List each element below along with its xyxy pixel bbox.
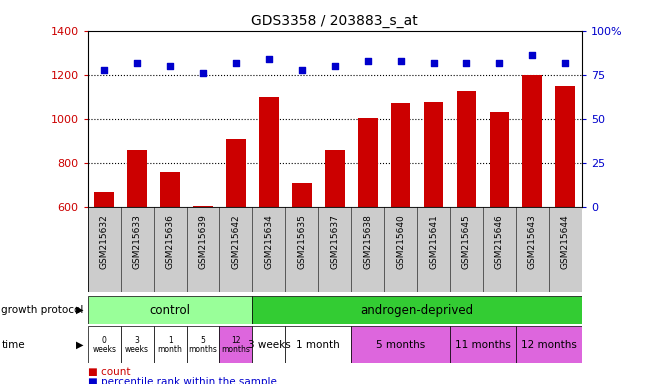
Bar — [220, 326, 252, 363]
Bar — [358, 118, 378, 207]
Text: GSM215637: GSM215637 — [330, 214, 339, 269]
Text: GSM215638: GSM215638 — [363, 214, 372, 269]
Bar — [555, 86, 575, 207]
Point — [560, 60, 571, 66]
Text: GSM215636: GSM215636 — [166, 214, 175, 269]
Bar — [88, 326, 121, 363]
Bar — [252, 326, 285, 363]
Text: androgen-deprived: androgen-deprived — [361, 304, 474, 316]
Text: 3 weeks: 3 weeks — [248, 339, 291, 350]
Bar — [160, 172, 180, 207]
Point — [330, 63, 340, 69]
Bar — [193, 205, 213, 207]
Text: GSM215644: GSM215644 — [561, 214, 570, 269]
Text: 1
month: 1 month — [158, 336, 183, 354]
Text: GSM215640: GSM215640 — [396, 214, 405, 269]
Point — [132, 60, 142, 66]
Text: GSM215645: GSM215645 — [462, 214, 471, 269]
Bar — [94, 192, 114, 207]
Bar — [325, 150, 344, 207]
Text: GSM215633: GSM215633 — [133, 214, 142, 269]
Text: GSM215634: GSM215634 — [265, 214, 274, 269]
Point — [264, 56, 274, 62]
Bar — [523, 75, 542, 207]
Text: 5
months: 5 months — [188, 336, 218, 354]
Text: GSM215632: GSM215632 — [99, 214, 109, 269]
Bar — [88, 207, 582, 292]
Text: control: control — [150, 304, 190, 316]
Text: GSM215642: GSM215642 — [231, 214, 240, 269]
Text: ▶: ▶ — [76, 305, 84, 315]
Bar — [450, 326, 516, 363]
Text: GSM215646: GSM215646 — [495, 214, 504, 269]
Text: ▶: ▶ — [76, 339, 84, 350]
Bar — [121, 326, 153, 363]
Bar — [456, 91, 476, 207]
Bar — [187, 326, 220, 363]
Bar — [226, 139, 246, 207]
Bar — [127, 149, 147, 207]
Point — [395, 58, 406, 64]
Point — [198, 70, 208, 76]
Bar — [489, 113, 510, 207]
Bar — [292, 183, 312, 207]
Text: ■ percentile rank within the sample: ■ percentile rank within the sample — [88, 377, 277, 384]
Point — [99, 66, 109, 73]
Text: 11 months: 11 months — [455, 339, 511, 350]
Bar — [424, 103, 443, 207]
Text: 12 months: 12 months — [521, 339, 577, 350]
Point — [462, 60, 472, 66]
Text: 12
months: 12 months — [222, 336, 250, 354]
Bar — [351, 326, 450, 363]
Point — [363, 58, 373, 64]
Text: 5 months: 5 months — [376, 339, 425, 350]
Text: GSM215635: GSM215635 — [297, 214, 306, 269]
Point — [231, 60, 241, 66]
Bar — [252, 296, 582, 324]
Bar — [516, 326, 582, 363]
Bar — [391, 103, 411, 207]
Text: GSM215641: GSM215641 — [429, 214, 438, 269]
Text: 3
weeks: 3 weeks — [125, 336, 149, 354]
Point — [527, 52, 538, 58]
Point — [428, 60, 439, 66]
Bar — [153, 326, 187, 363]
Point — [296, 66, 307, 73]
Text: growth protocol: growth protocol — [1, 305, 84, 315]
Bar — [88, 296, 252, 324]
Text: time: time — [1, 339, 25, 350]
Bar — [259, 97, 279, 207]
Point — [494, 60, 504, 66]
Bar — [285, 326, 351, 363]
Text: ■ count: ■ count — [88, 367, 130, 377]
Text: 0
weeks: 0 weeks — [92, 336, 116, 354]
Text: 1 month: 1 month — [296, 339, 340, 350]
Point — [165, 63, 176, 69]
Text: GSM215643: GSM215643 — [528, 214, 537, 269]
Text: GSM215639: GSM215639 — [198, 214, 207, 269]
Title: GDS3358 / 203883_s_at: GDS3358 / 203883_s_at — [252, 14, 418, 28]
